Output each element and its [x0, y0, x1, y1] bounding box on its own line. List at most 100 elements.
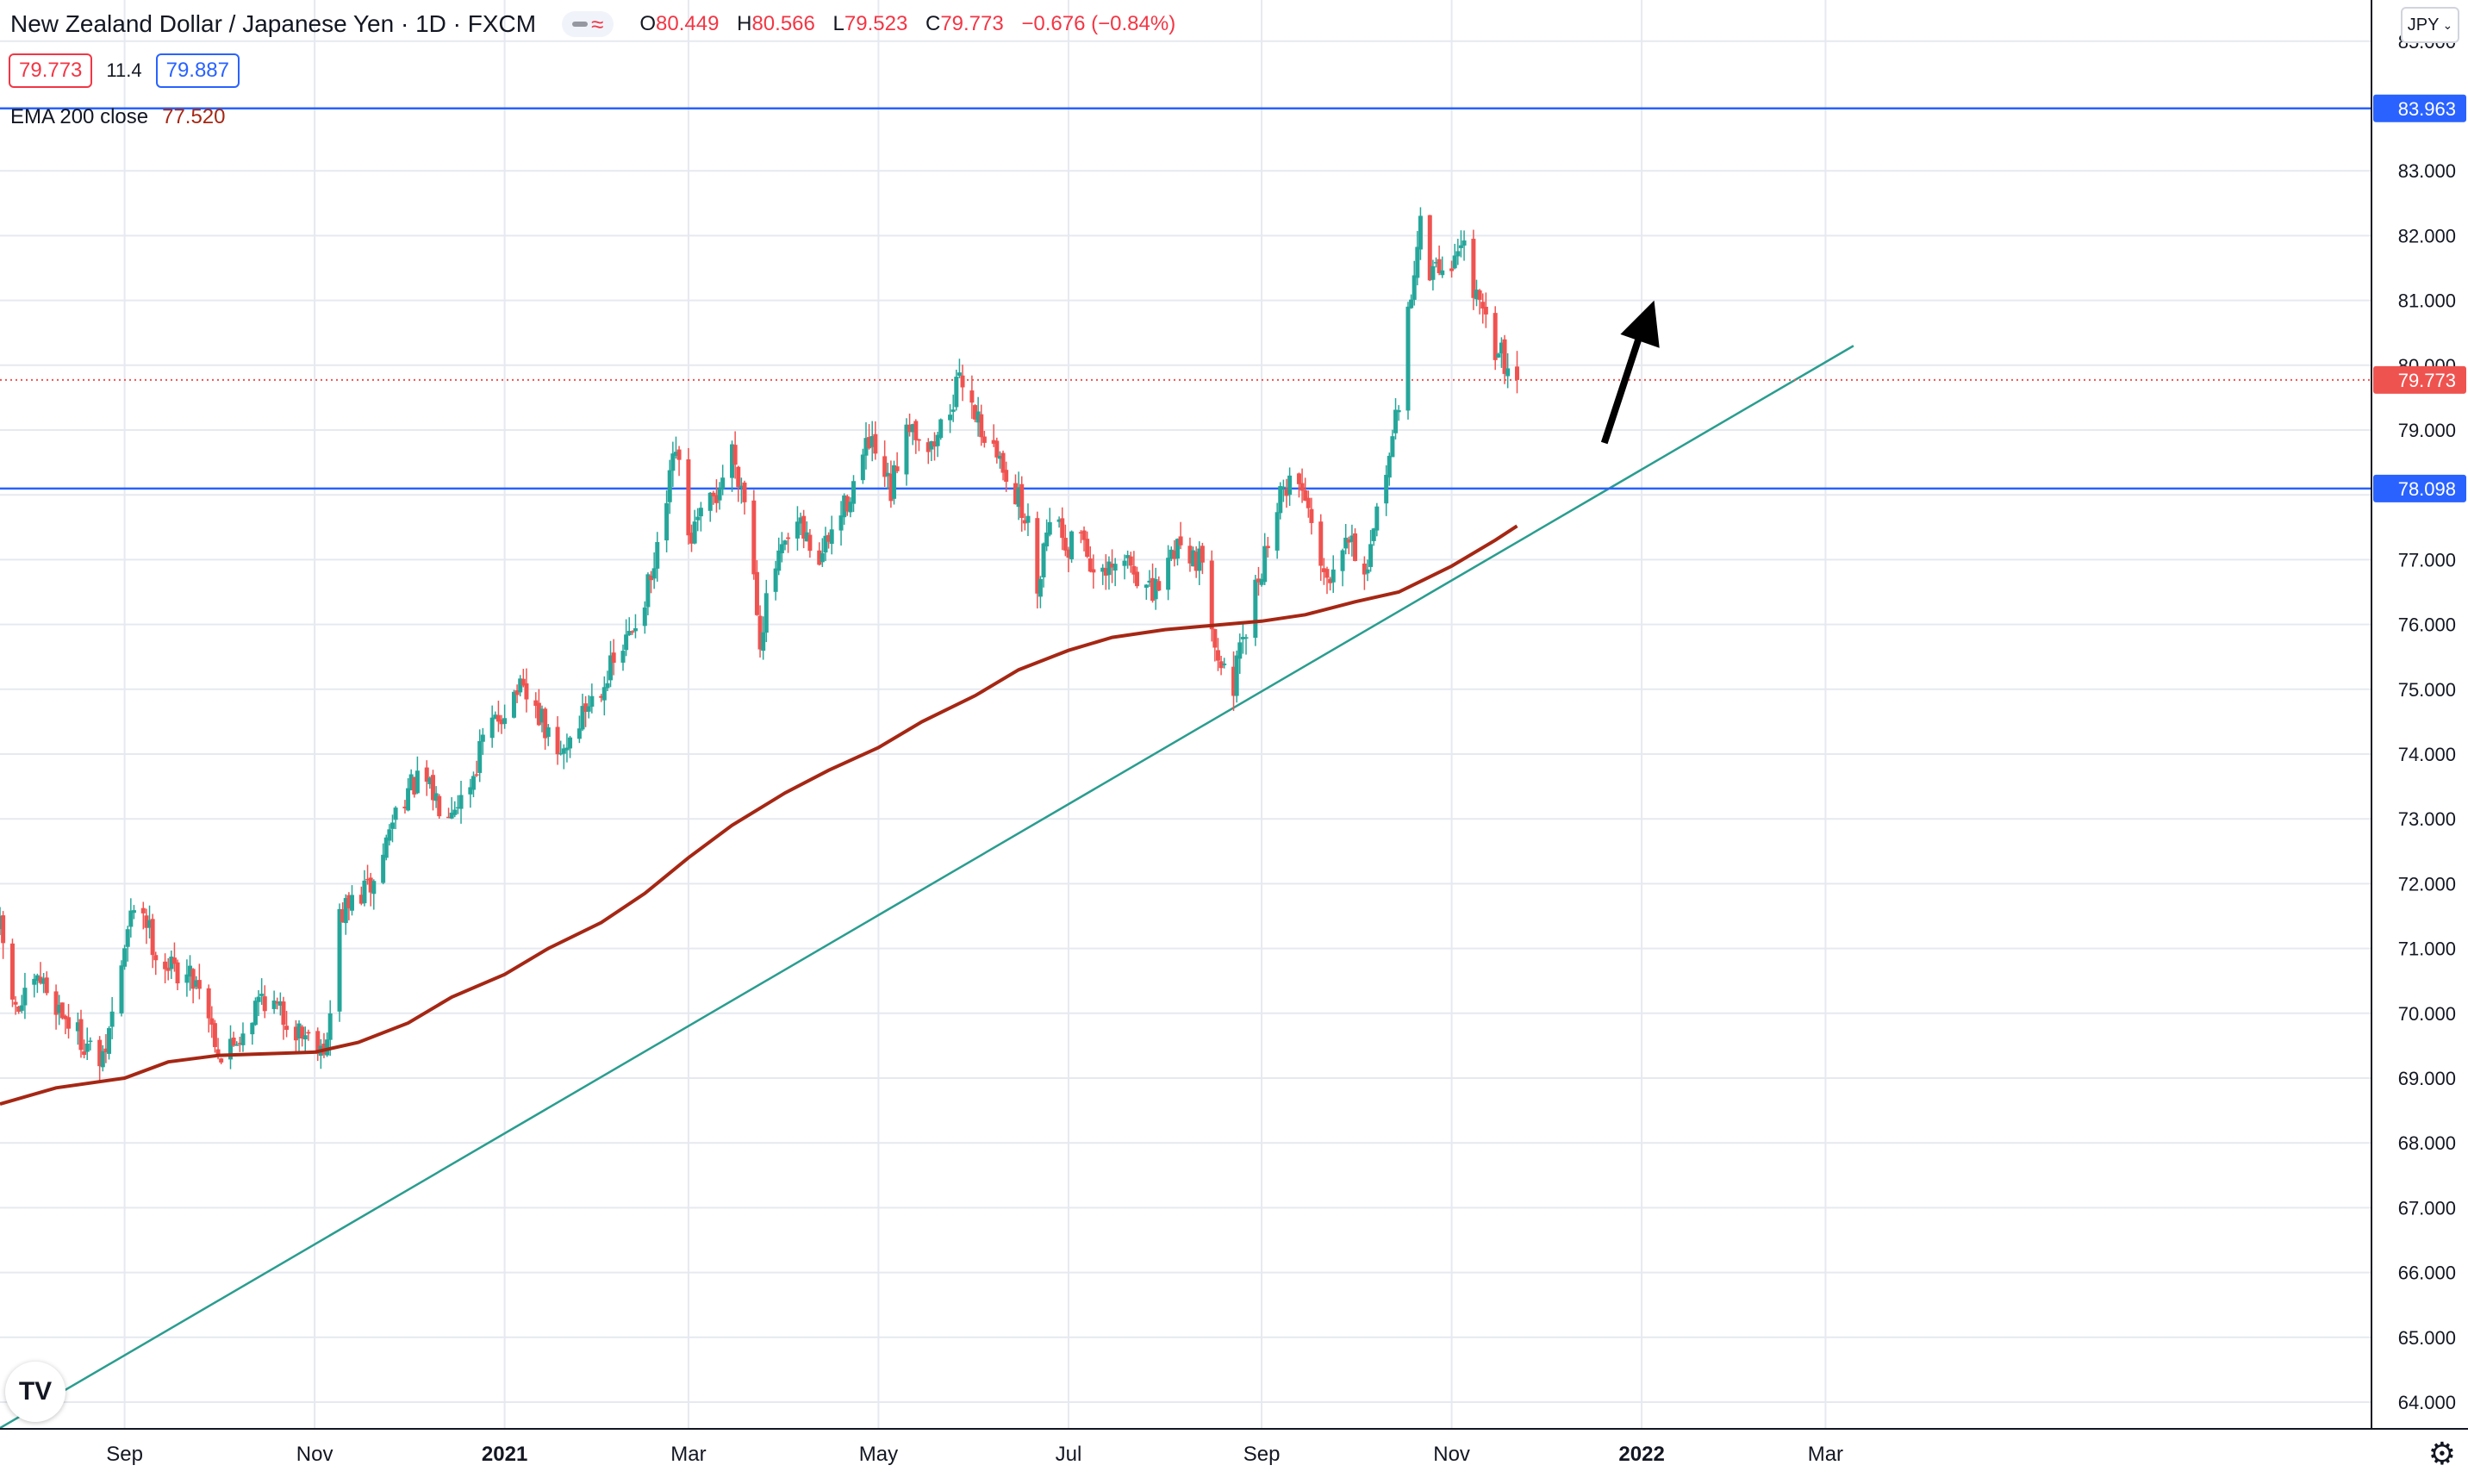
- candle-body: [1427, 215, 1432, 281]
- candle-body: [281, 1001, 286, 1026]
- candle-body: [408, 774, 414, 790]
- candle: [533, 692, 539, 719]
- candle-body: [829, 529, 834, 545]
- candle-body: [801, 515, 807, 539]
- candle-body: [1209, 560, 1214, 630]
- candle-body: [844, 496, 850, 512]
- candle: [1, 911, 6, 959]
- candle-body: [630, 631, 635, 633]
- candle: [739, 477, 744, 504]
- candle: [1418, 207, 1423, 260]
- candle: [1331, 555, 1336, 593]
- candle: [957, 359, 962, 378]
- candle: [194, 976, 199, 990]
- candle-body: [57, 1005, 62, 1013]
- candle-body: [480, 734, 485, 742]
- candle-body: [1496, 353, 1501, 358]
- candle-body: [1284, 489, 1289, 496]
- candle-body: [228, 1038, 234, 1060]
- candle-body: [1371, 528, 1376, 541]
- candle-body: [1303, 489, 1308, 501]
- candle: [1000, 450, 1006, 481]
- candle-body: [306, 1032, 311, 1034]
- candle-body: [686, 459, 691, 536]
- candle: [1505, 352, 1511, 389]
- candle: [66, 1003, 72, 1039]
- candle: [601, 676, 607, 716]
- tradingview-logo-icon[interactable]: TV: [5, 1362, 65, 1422]
- last-price-label-box: [2373, 365, 2466, 394]
- candle: [761, 616, 766, 660]
- candle: [608, 640, 614, 688]
- candle: [131, 905, 136, 920]
- candle: [9, 938, 15, 1007]
- candle-body: [651, 568, 657, 579]
- y-tick-label: 75.000: [2398, 679, 2456, 701]
- price-axis-bg: [2371, 0, 2468, 1484]
- candle-body: [293, 1026, 298, 1041]
- candle-body: [1256, 578, 1261, 583]
- y-tick-label: 76.000: [2398, 614, 2456, 636]
- candle: [1368, 529, 1374, 572]
- candle-body: [1234, 655, 1239, 696]
- candle: [892, 460, 897, 505]
- candle: [32, 973, 37, 998]
- symbol-title[interactable]: New Zealand Dollar / Japanese Yen · 1D ·…: [10, 10, 537, 37]
- x-tick-label: Nov: [296, 1443, 333, 1466]
- candle: [327, 1000, 333, 1057]
- candle-body: [175, 962, 180, 984]
- candle: [1125, 550, 1131, 569]
- candle: [1091, 554, 1096, 589]
- candle-body: [1353, 533, 1358, 561]
- candle: [325, 1032, 330, 1057]
- ohlc-close: 79.773: [940, 12, 1004, 35]
- candle-body: [1191, 550, 1196, 567]
- candle: [1088, 546, 1093, 573]
- candle-body: [13, 1001, 18, 1005]
- ema-legend[interactable]: EMA 200 close 77.520: [10, 105, 226, 129]
- y-tick-label: 82.000: [2398, 225, 2456, 246]
- candle: [1038, 576, 1043, 608]
- sell-price-button[interactable]: 79.773: [9, 53, 93, 88]
- candle: [1328, 577, 1333, 591]
- candle: [1440, 256, 1445, 278]
- candle: [642, 601, 647, 634]
- candle-body: [63, 1015, 68, 1019]
- candle-body: [798, 517, 803, 524]
- currency-button[interactable]: JPY ⌄: [2401, 7, 2459, 43]
- candle: [1412, 260, 1417, 306]
- candle-body: [714, 495, 719, 503]
- buy-price-button[interactable]: 79.887: [155, 53, 240, 88]
- candle: [1222, 658, 1227, 669]
- candle-body: [343, 898, 348, 924]
- candle: [1387, 452, 1392, 486]
- candle: [365, 864, 371, 885]
- candle-body: [1296, 473, 1301, 484]
- candle: [41, 973, 47, 994]
- ohlc-key-low: L: [832, 12, 844, 35]
- candle: [1474, 279, 1480, 307]
- candle-body: [188, 965, 193, 977]
- candle-body: [1405, 306, 1411, 411]
- candle-body: [907, 424, 913, 433]
- candle-body: [786, 537, 791, 539]
- indicator-toggle-pill[interactable]: ≈: [562, 11, 614, 37]
- x-tick-label: Mar: [670, 1443, 706, 1466]
- candle: [1147, 570, 1152, 587]
- candle-body: [1306, 497, 1311, 508]
- candle: [910, 423, 915, 446]
- candle: [393, 806, 398, 830]
- candle: [823, 527, 828, 562]
- candle: [975, 396, 981, 437]
- candle: [926, 438, 931, 465]
- candle-body: [349, 895, 354, 911]
- ohlc-open: 80.449: [656, 12, 720, 35]
- candle: [511, 689, 516, 719]
- candle-body: [381, 854, 386, 883]
- candle: [455, 795, 460, 814]
- candle-body: [910, 424, 915, 433]
- settings-gear-icon[interactable]: ⚙: [2427, 1436, 2456, 1471]
- candle: [433, 786, 439, 808]
- candle-body: [795, 521, 800, 539]
